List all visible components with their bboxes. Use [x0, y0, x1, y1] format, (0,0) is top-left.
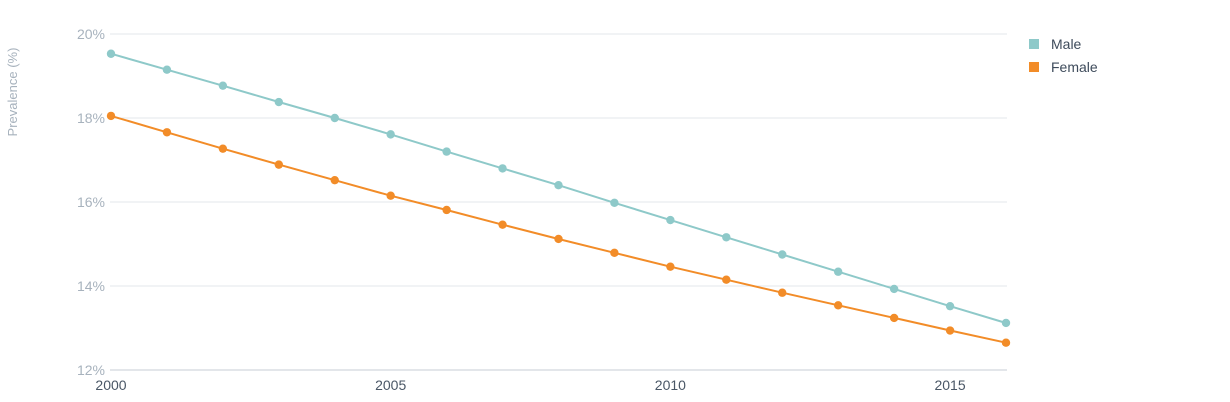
series-male: [106, 49, 1011, 328]
legend-label-male: Male: [1051, 35, 1082, 52]
y-axis-ticks: 12% 14% 16% 18% 20%: [77, 26, 105, 378]
data-point-male[interactable]: [945, 301, 955, 311]
data-point-male[interactable]: [889, 284, 899, 294]
data-point-female[interactable]: [106, 111, 116, 121]
y-tick-label: 12%: [77, 362, 105, 378]
data-point-female[interactable]: [833, 301, 843, 310]
data-point-male[interactable]: [386, 130, 395, 139]
data-point-female[interactable]: [274, 160, 284, 169]
x-tick-label: 2005: [375, 377, 406, 393]
data-point-male[interactable]: [330, 113, 339, 123]
data-point-female[interactable]: [610, 248, 619, 258]
series-group: [106, 49, 1011, 347]
data-point-male[interactable]: [666, 215, 675, 225]
x-tick-label: 2000: [95, 377, 126, 393]
data-point-male[interactable]: [1001, 318, 1011, 328]
data-point-female[interactable]: [778, 288, 787, 297]
data-point-male[interactable]: [442, 147, 451, 156]
legend-swatch-male: [1029, 38, 1039, 49]
data-point-female[interactable]: [945, 326, 955, 335]
x-tick-label: 2010: [655, 377, 686, 393]
data-point-male[interactable]: [218, 81, 228, 90]
data-point-female[interactable]: [889, 313, 899, 323]
data-point-male[interactable]: [778, 250, 787, 259]
data-point-female[interactable]: [386, 191, 395, 200]
series-line-female: [110, 114, 1007, 344]
data-point-female[interactable]: [1001, 338, 1011, 347]
y-axis-label: Prevalence (%): [5, 48, 20, 137]
data-point-female[interactable]: [498, 220, 507, 229]
x-tick-label: 2015: [934, 377, 965, 393]
grid-lines: [110, 33, 1007, 371]
y-tick-label: 16%: [77, 194, 105, 210]
legend-label-female: Female: [1051, 58, 1098, 75]
data-point-female[interactable]: [666, 262, 675, 271]
legend-item-male[interactable]: Male: [1029, 32, 1098, 55]
x-axis-ticks: 2000 2005 2010 2015: [95, 377, 965, 393]
data-point-female[interactable]: [162, 128, 172, 137]
data-point-female[interactable]: [330, 175, 339, 185]
data-point-female[interactable]: [218, 144, 228, 153]
data-point-male[interactable]: [162, 65, 172, 74]
y-tick-label: 14%: [77, 278, 105, 294]
data-point-male[interactable]: [106, 49, 116, 58]
data-point-female[interactable]: [442, 205, 451, 215]
y-tick-label: 18%: [77, 110, 105, 126]
data-point-male[interactable]: [274, 97, 284, 107]
legend-item-female[interactable]: Female: [1029, 55, 1098, 78]
data-point-male[interactable]: [498, 164, 507, 173]
data-point-male[interactable]: [610, 198, 619, 208]
data-point-female[interactable]: [554, 234, 563, 244]
legend: Male Female: [1029, 32, 1098, 78]
data-point-male[interactable]: [554, 181, 563, 190]
data-point-female[interactable]: [722, 275, 731, 284]
series-female: [106, 111, 1011, 347]
data-point-male[interactable]: [722, 233, 731, 242]
legend-swatch-female: [1029, 61, 1039, 72]
y-tick-label: 20%: [77, 26, 105, 42]
data-point-male[interactable]: [833, 267, 843, 276]
